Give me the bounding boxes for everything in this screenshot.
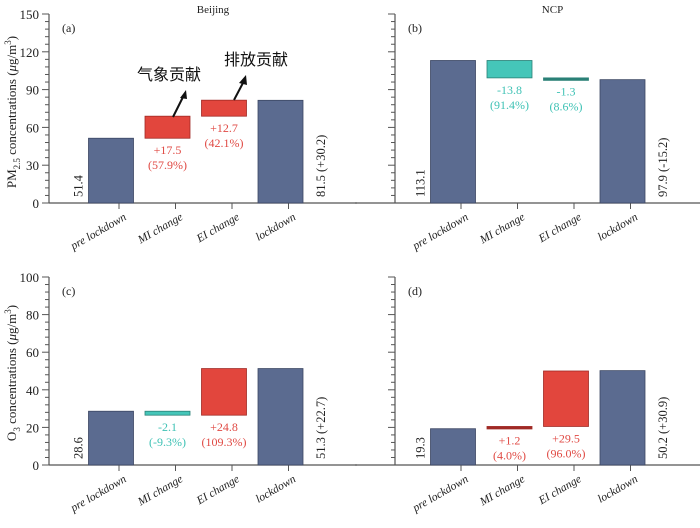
change-percent-label: (-9.3%) (149, 435, 186, 449)
y-tick-label: 30 (26, 158, 39, 173)
arrow-meteorology-icon (172, 94, 185, 118)
bar-base (430, 60, 476, 204)
change-value-label: +24.8 (210, 420, 238, 434)
change-value-label: +29.5 (552, 431, 580, 445)
x-tick-label: pre lockdown (68, 473, 129, 515)
bar-increase (486, 426, 533, 430)
x-tick-label: EI change (536, 473, 584, 507)
bar-increase (543, 370, 589, 427)
y-tick-label: 60 (26, 120, 39, 135)
bar-base (257, 368, 304, 466)
y-tick-label: 20 (26, 420, 39, 435)
panel-title: NCP (542, 4, 563, 16)
change-percent-label: (8.6%) (550, 100, 583, 114)
panel-c-beijing-o3: (c) 0 20 40 60 80 100 pre lockdown 28.6 MI change… (20, 270, 357, 515)
y-axis-label-o3: O3 concentrations (μg/m3) (3, 305, 22, 441)
x-tick-label: pre lockdown (68, 211, 129, 253)
change-percent-label: (91.4%) (490, 98, 529, 112)
y-tick-label: 80 (26, 308, 39, 323)
y-tick-label: 150 (20, 7, 40, 22)
x-tick-label: lockdown (254, 473, 298, 506)
bar-base (599, 370, 646, 466)
bar-value-label: 50.2 (+30.9) (656, 397, 670, 459)
bar-value-label: 51.3 (+22.7) (314, 397, 328, 459)
x-tick-label: MI change (477, 473, 527, 509)
bar-value-label: 51.4 (72, 174, 86, 197)
x-tick-label: lockdown (596, 211, 640, 244)
x-tick-label: MI change (135, 473, 185, 509)
bar-value-label: 97.9 (-15.2) (656, 138, 670, 197)
change-value-label: +1.2 (499, 434, 521, 448)
change-value-label: -2.1 (158, 420, 177, 434)
panel-a-beijing-pm25: Beijing (a) 0 30 60 90 120 150 pre lockdown 51.4 M… (20, 4, 357, 253)
arrow-emission-icon (233, 80, 245, 101)
panel-b-ncp-pm25: NCP (b) pre lockdown 113.1 MI change -13.8(91… (355, 4, 700, 253)
panel-label: (a) (62, 21, 75, 35)
x-tick-label: EI change (194, 211, 242, 245)
change-percent-label: (4.0%) (493, 449, 526, 463)
bar-value-label: 113.1 (414, 169, 428, 197)
annotation-emission-text: 排放贡献 (224, 50, 288, 69)
panel-d-ncp-o3: (d) pre lockdown 19.3 MI change +1.2(4.0%) EI… (355, 276, 700, 515)
change-percent-label: (109.3%) (202, 435, 247, 449)
y-tick-label: 0 (33, 458, 40, 473)
annotation-meteorology: 气象贡献 (137, 65, 201, 118)
panel-label: (d) (408, 284, 422, 298)
bar-value-label: 81.5 (+30.2) (314, 135, 328, 197)
bar-decrease (144, 410, 191, 416)
change-value-label: -1.3 (557, 85, 576, 99)
bar-value-label: 19.3 (414, 437, 428, 459)
bar-decrease (486, 60, 533, 79)
change-value-label: -13.8 (497, 83, 522, 97)
change-percent-label: (42.1%) (205, 136, 244, 150)
y-axis-label-pm25: PM2.5 concentrations (μg/m3) (3, 36, 22, 188)
bar-base (430, 428, 476, 466)
y-tick-label: 100 (20, 270, 40, 285)
x-tick-label: MI change (135, 211, 185, 247)
x-tick-label: lockdown (596, 473, 640, 506)
bar-increase (201, 99, 247, 117)
bar-base (599, 79, 646, 204)
panel-title: Beijing (197, 4, 230, 16)
x-tick-label: EI change (536, 211, 584, 245)
change-percent-label: (57.9%) (148, 158, 187, 172)
bar-increase (201, 368, 247, 416)
arrowhead-meteorology-icon (180, 90, 187, 99)
panel-label: (c) (62, 284, 75, 298)
y-tick-label: 0 (33, 196, 40, 211)
y-tick-label: 60 (26, 345, 39, 360)
change-percent-label: (96.0%) (547, 446, 586, 460)
bar-increase (144, 115, 191, 139)
x-tick-label: lockdown (254, 211, 298, 244)
arrowhead-emission-icon (239, 75, 247, 85)
annotation-meteorology-text: 气象贡献 (137, 65, 201, 84)
x-tick-label: MI change (477, 211, 527, 247)
bar-base (88, 410, 134, 466)
change-value-label: +17.5 (154, 143, 182, 157)
annotation-emission: 排放贡献 (224, 50, 288, 101)
x-tick-label: EI change (194, 473, 242, 507)
y-tick-label: 120 (20, 45, 40, 60)
y-tick-label: 40 (26, 383, 39, 398)
x-tick-label: pre lockdown (410, 473, 471, 515)
y-tick-label: 90 (26, 83, 39, 98)
bar-decrease (543, 77, 589, 81)
bar-base (88, 137, 134, 204)
bar-base (257, 99, 304, 204)
change-value-label: +12.7 (210, 121, 238, 135)
bar-value-label: 28.6 (72, 437, 86, 459)
x-tick-label: pre lockdown (410, 211, 471, 253)
panel-label: (b) (408, 21, 422, 35)
